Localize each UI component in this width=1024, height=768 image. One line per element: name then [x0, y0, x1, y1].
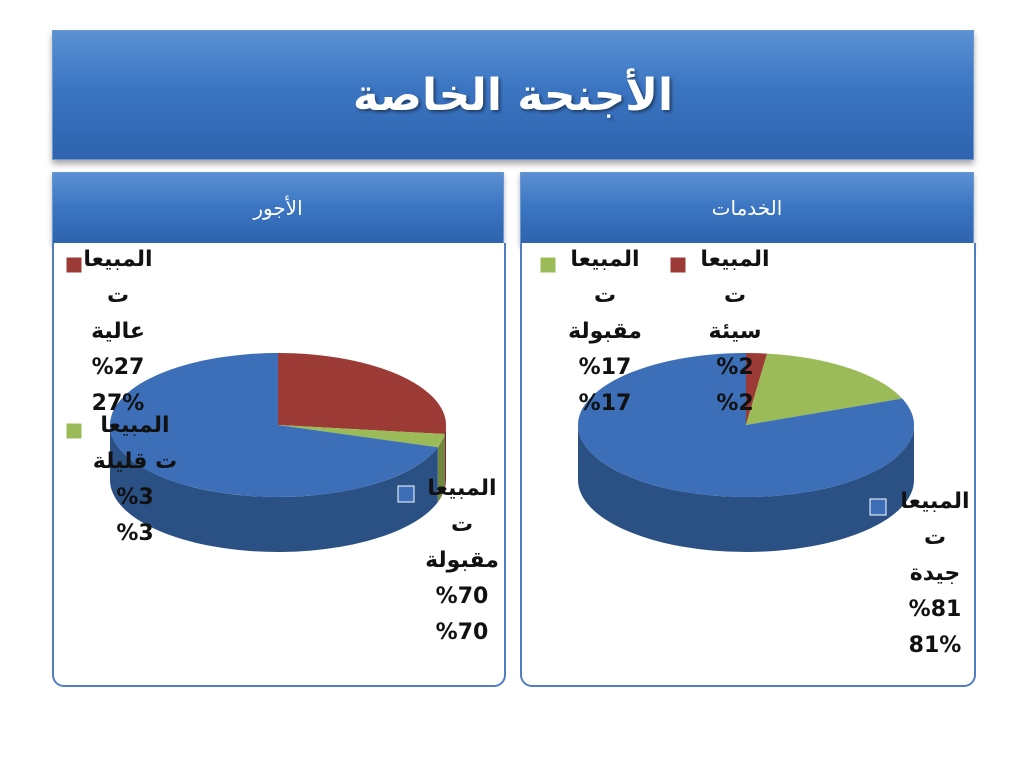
legend-swatch: [397, 485, 415, 503]
data-label: المبيعا: [100, 413, 169, 438]
legend-swatch: [65, 256, 83, 274]
data-label: %17: [579, 391, 632, 416]
right-panel-title: الخدمات: [711, 196, 783, 220]
pie-slice-side: [437, 434, 445, 503]
pie-slice-side: [110, 425, 438, 552]
data-label: ت: [724, 283, 746, 308]
slide-title: الأجنحة الخاصة: [352, 69, 674, 121]
pie-slice: [746, 353, 768, 425]
legend-swatch: [65, 422, 83, 440]
legend-swatch: [869, 498, 887, 516]
right-panel-header: الخدمات: [520, 172, 974, 244]
data-label: المبيعا: [427, 476, 496, 501]
data-label: مقبولة: [568, 319, 642, 344]
legend-swatch: [669, 256, 687, 274]
data-label: جيدة: [910, 561, 961, 586]
data-label: ت: [924, 525, 946, 550]
pie-slice: [110, 353, 438, 497]
data-label: %70: [436, 584, 489, 609]
data-label: %70: [436, 620, 489, 645]
data-label: %3: [116, 521, 153, 546]
pie-slice-side: [578, 425, 914, 552]
data-label: ت: [107, 283, 129, 308]
data-label: المبيعا: [83, 247, 152, 272]
pie-slice: [278, 353, 446, 435]
pie-slice: [278, 425, 445, 448]
slide-title-bar: الأجنحة الخاصة: [52, 30, 974, 160]
data-label: 27%: [92, 391, 145, 416]
data-label: مقبولة: [425, 548, 499, 573]
pie-slice: [746, 353, 903, 425]
data-label: عالية: [91, 319, 145, 344]
data-label: %81: [909, 597, 962, 622]
data-label: المبيعا: [570, 247, 639, 272]
data-label: المبيعا: [700, 247, 769, 272]
legend-swatch: [539, 256, 557, 274]
data-label: ت قليلة: [93, 449, 177, 474]
data-label: %2: [716, 391, 753, 416]
data-label: سيئة: [709, 319, 762, 344]
data-label: %27: [92, 355, 145, 380]
data-label: 81%: [909, 633, 962, 658]
data-label: %2: [716, 355, 753, 380]
pie-slice-side: [444, 425, 447, 490]
left-panel-title: الأجور: [253, 196, 303, 220]
data-label: %3: [116, 485, 153, 510]
data-label: ت: [451, 512, 473, 537]
pie-slice: [577, 353, 914, 497]
data-label: ت: [594, 283, 616, 308]
data-label: %17: [579, 355, 632, 380]
data-label: المبيعا: [900, 489, 969, 514]
